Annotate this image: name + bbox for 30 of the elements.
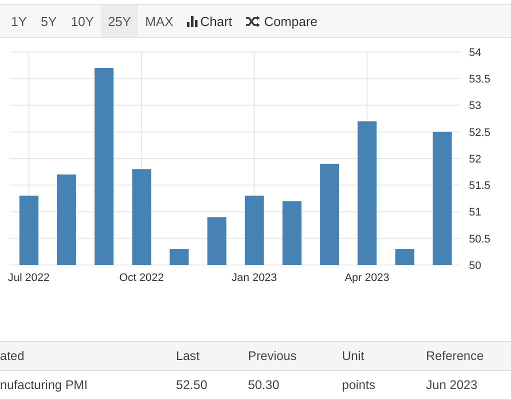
y-tick-label: 51.5 [469,180,490,192]
y-tick-label: 50 [469,260,482,272]
x-tick-label: Oct 2022 [119,272,164,284]
text: 25Y [100,5,138,37]
text: Reference [426,348,484,365]
text: ated [0,348,24,365]
text: Compare [263,12,319,31]
text: Chart [199,12,234,30]
text: Unit [342,348,364,365]
text: Last [176,348,200,365]
text: 50.30 [248,377,280,394]
text: 52.50 [176,377,208,394]
text: Jun 2023 [426,377,478,394]
text: nufacturing PMI [0,377,88,394]
y-tick-label: 51 [469,206,482,219]
text: points [342,377,376,394]
x-tick-label: Jul 2022 [8,272,50,284]
y-tick-label: 54 [469,46,482,59]
text: 5Y [40,12,58,30]
x-tick-label: Apr 2023 [344,272,390,284]
y-tick-label: 52 [469,153,482,166]
y-tick-label: 50.5 [469,233,490,246]
text: MAX [144,12,174,30]
y-tick-label: 53.5 [469,74,490,86]
x-tick-label: Jan 2023 [232,272,277,284]
y-tick-label: 53 [469,100,482,112]
text: 10Y [70,12,95,30]
y-tick-label: 52.5 [469,126,490,139]
text: Previous [248,348,297,365]
text: 1Y [10,12,28,30]
